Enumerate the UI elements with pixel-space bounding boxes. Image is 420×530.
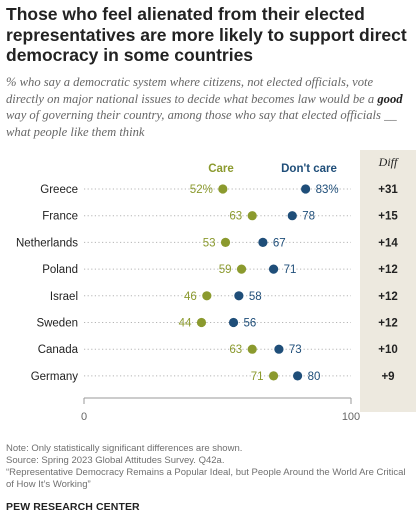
chart-title: Those who feel alienated from their elec… [6, 4, 407, 65]
subtitle-bold-word: good [377, 91, 403, 106]
pew-logo-text: PEW RESEARCH CENTER [6, 501, 140, 513]
country-label: Greece [40, 184, 78, 196]
dont-care-dot [274, 344, 284, 354]
dot-plot-chart: Care Don't care Diff Greece 52% 83% +31 France 6… [16, 155, 399, 423]
diff-value: +12 [378, 264, 398, 276]
dont-care-dot [234, 291, 244, 301]
diff-header: Diff [378, 155, 399, 169]
country-label: Israel [50, 291, 78, 303]
legend-dont-care-label: Don't care [281, 163, 337, 175]
care-dot [220, 237, 231, 247]
care-dot [218, 184, 228, 194]
diff-column-background [360, 150, 416, 412]
care-dot [196, 317, 207, 328]
report-title-text: “Representative Democracy Remains a Popu… [6, 467, 406, 490]
diff-value: +14 [378, 237, 398, 249]
dont-care-value-label: 67 [273, 237, 286, 249]
care-dot [236, 264, 247, 274]
dont-care-value-label: 73 [289, 344, 302, 356]
dont-care-value-label: 71 [284, 264, 297, 276]
diff-value: +15 [378, 211, 398, 223]
country-label: Sweden [36, 318, 78, 330]
diff-value: +31 [378, 184, 398, 196]
dont-care-dot [301, 184, 311, 194]
diff-value: +10 [378, 344, 398, 356]
x-tick-label: 0 [81, 411, 87, 423]
source-text: Source: Spring 2023 Global Attitudes Sur… [6, 455, 225, 466]
diff-value: +12 [378, 318, 398, 330]
country-label: Canada [38, 344, 79, 356]
diff-value: +9 [381, 371, 394, 383]
care-value-label: 63 [229, 211, 242, 223]
chart-subtitle: % who say a democratic system where citi… [6, 74, 410, 140]
country-label: Poland [42, 264, 78, 276]
legend-care-label: Care [208, 163, 234, 175]
care-dot [268, 371, 279, 381]
dont-care-value-label: 80 [308, 371, 321, 383]
care-value-label: 52% [190, 184, 213, 196]
dont-care-value-label: 78 [302, 211, 315, 223]
x-tick-label: 100 [342, 411, 360, 423]
country-label: France [42, 211, 78, 223]
country-label: Netherlands [16, 237, 78, 249]
dont-care-value-label: 83% [316, 184, 339, 196]
country-label: Germany [31, 371, 79, 383]
dont-care-value-label: 56 [244, 318, 257, 330]
dont-care-value-label: 58 [249, 291, 262, 303]
care-dot [247, 344, 257, 354]
dont-care-dot [287, 211, 297, 221]
care-value-label: 63 [229, 344, 242, 356]
note-text: Note: Only statistically significant dif… [6, 443, 243, 454]
care-value-label: 44 [179, 318, 192, 330]
diff-value: +12 [378, 291, 398, 303]
care-value-label: 71 [251, 371, 264, 383]
dont-care-dot [258, 237, 268, 247]
subtitle-text-start: % who say a democratic system where citi… [6, 75, 378, 106]
care-dot [247, 211, 257, 221]
care-value-label: 46 [184, 291, 197, 303]
care-value-label: 59 [219, 264, 232, 276]
dont-care-dot [293, 371, 303, 381]
dont-care-dot [228, 317, 239, 328]
care-dot [202, 291, 212, 301]
care-value-label: 53 [203, 237, 216, 249]
subtitle-text-end: way of governing their country, among th… [6, 108, 397, 139]
dont-care-dot [268, 264, 279, 274]
